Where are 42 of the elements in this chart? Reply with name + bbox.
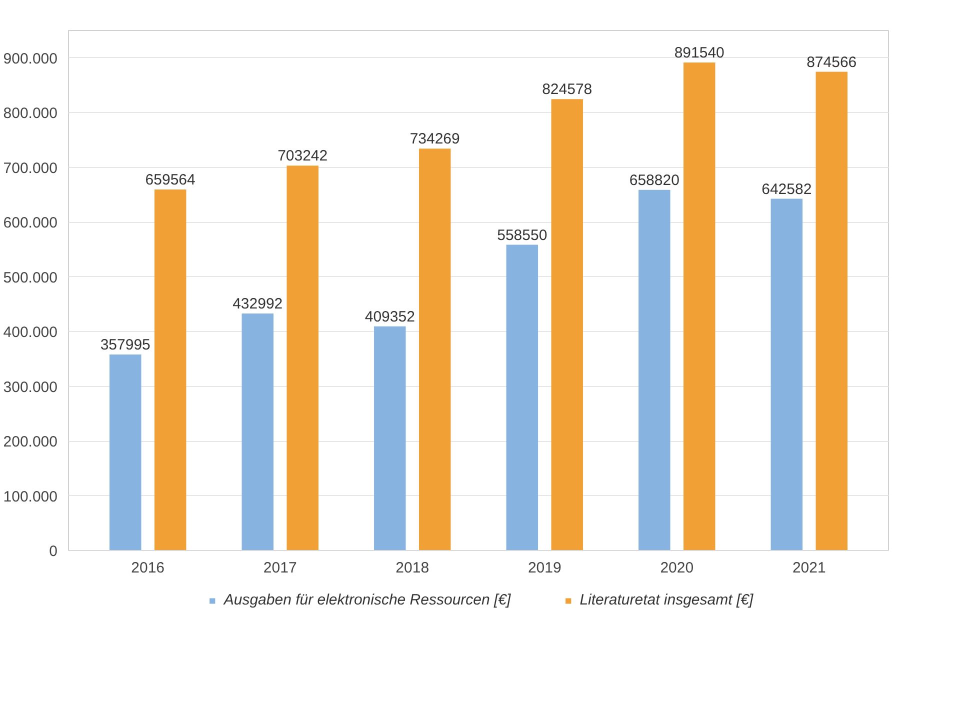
bar	[551, 99, 583, 550]
y-tick-label: 500.000	[3, 269, 58, 286]
data-label: 558550	[497, 226, 548, 244]
y-tick-label: 100.000	[3, 488, 58, 506]
data-label: 658820	[629, 172, 680, 189]
x-tick-label: 2017	[263, 560, 297, 576]
data-label: 703242	[278, 148, 328, 165]
y-tick-label: 200.000	[3, 434, 58, 451]
bar	[816, 72, 848, 550]
legend-label: Ausgaben für elektronische Ressourcen [€]	[224, 592, 511, 608]
y-tick-label: 300.000	[3, 378, 58, 396]
y-tick-label: 400.000	[3, 324, 58, 342]
bar	[506, 244, 538, 550]
bar	[418, 148, 451, 550]
data-label: 642582	[762, 180, 812, 198]
y-tick-label: 900.000	[3, 50, 58, 68]
x-tick-label: 2018	[396, 560, 430, 576]
x-tick-label: 2016	[131, 560, 165, 576]
bar	[286, 166, 318, 550]
data-label: 659564	[145, 171, 196, 188]
data-label: 891540	[674, 44, 724, 62]
data-label: 824578	[542, 81, 592, 98]
bar	[110, 354, 142, 550]
y-tick-label: 600.000	[3, 214, 58, 232]
x-tick-label: 2019	[528, 560, 562, 576]
bar	[242, 313, 274, 550]
data-label: 432992	[232, 295, 283, 312]
x-tick-label: 2020	[660, 560, 694, 576]
bar	[770, 198, 803, 550]
data-label: 874566	[806, 54, 857, 71]
data-label: 409352	[364, 308, 415, 326]
data-label: 357995	[100, 336, 150, 354]
bar	[638, 190, 670, 550]
y-tick-label: 800.000	[3, 105, 58, 122]
bar	[684, 62, 716, 550]
bar	[374, 326, 406, 550]
legend-label: Literaturetat insgesamt [€]	[580, 592, 754, 608]
y-tick-label: 0	[49, 543, 58, 560]
data-label: 734269	[410, 130, 460, 148]
y-tick-label: 700.000	[3, 160, 58, 177]
bar	[154, 189, 186, 550]
x-tick-label: 2021	[792, 560, 826, 576]
